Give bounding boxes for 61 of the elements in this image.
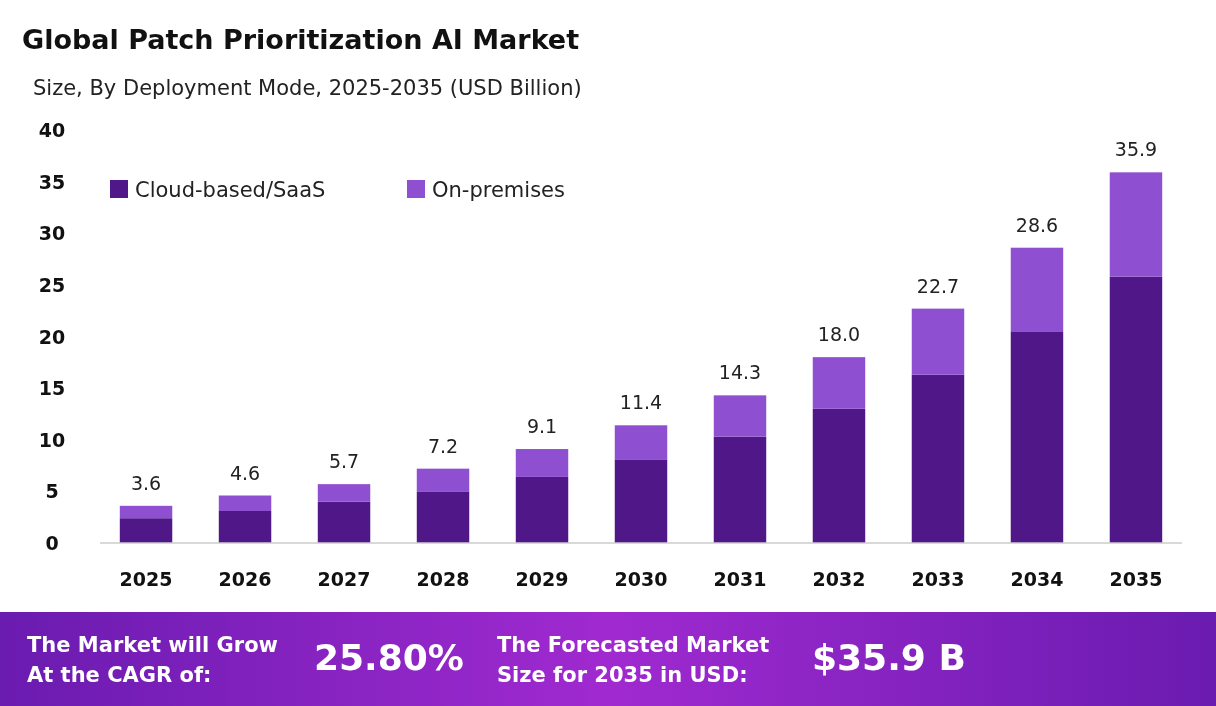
bar: [1109, 172, 1163, 277]
bar: [614, 425, 668, 460]
y-tick-label: 15: [38, 377, 66, 400]
x-tick-label: 2034: [1010, 568, 1064, 590]
text: The Forecasted Market Size for 2035 in USD:: [497, 633, 770, 687]
total-label: 18.0: [817, 323, 861, 346]
bar: [317, 484, 371, 502]
x-tick-label: 2026: [218, 568, 272, 590]
bar: [1010, 331, 1064, 543]
text: $35.9 B: [812, 637, 966, 678]
total-label: 28.6: [1015, 213, 1059, 236]
bar: [218, 495, 272, 511]
text: The Market will Grow At the CAGR of:: [27, 633, 278, 687]
x-tick-label: 2028: [416, 568, 470, 590]
bar: [614, 459, 668, 543]
bar: [812, 408, 866, 543]
bar: [713, 395, 767, 437]
bar: [515, 449, 569, 477]
bar: [218, 510, 272, 543]
total-label: 3.6: [130, 471, 162, 494]
y-tick-label: 35: [38, 170, 66, 193]
x-tick-label: 2031: [713, 568, 767, 590]
bar: [515, 476, 569, 543]
x-tick-label: 2033: [911, 568, 965, 590]
legend-label: Cloud-based/SaaS: [135, 178, 326, 202]
x-tick-label: 2030: [614, 568, 668, 590]
bar: [416, 468, 470, 492]
bar: [119, 505, 173, 519]
bar: [119, 518, 173, 543]
text: 25.80%: [314, 637, 464, 678]
bar: [911, 308, 965, 375]
bar: [1109, 276, 1163, 543]
total-label: 35.9: [1114, 138, 1158, 161]
total-label: 11.4: [619, 391, 663, 414]
chart-title: Global Patch Prioritization AI Market: [22, 24, 580, 55]
bar: [1010, 247, 1064, 332]
x-tick-label: 2027: [317, 568, 371, 590]
bar: [416, 491, 470, 543]
legend-label: On-premises: [432, 178, 565, 202]
total-label: 7.2: [427, 434, 459, 457]
x-tick-label: 2035: [1109, 568, 1163, 590]
bar: [713, 436, 767, 543]
x-tick-label: 2032: [812, 568, 866, 590]
bar: [317, 501, 371, 543]
bar: [812, 357, 866, 409]
total-label: 9.1: [526, 415, 558, 438]
total-label: 14.3: [718, 361, 762, 384]
x-tick-label: 2029: [515, 568, 569, 590]
y-tick-label: 30: [38, 222, 66, 245]
chart-subtitle: Size, By Deployment Mode, 2025-2035 (USD Billion): [33, 76, 582, 100]
total-label: 4.6: [229, 461, 261, 484]
y-tick-label: 5: [45, 480, 59, 503]
y-tick-label: 10: [38, 428, 66, 451]
total-label: 22.7: [916, 274, 960, 297]
y-tick-label: 0: [45, 532, 59, 554]
bar: [911, 374, 965, 543]
y-tick-label: 40: [38, 119, 66, 141]
x-tick-label: 2025: [119, 568, 173, 590]
y-tick-label: 20: [38, 325, 66, 348]
total-label: 5.7: [328, 450, 360, 473]
y-tick-label: 25: [38, 273, 66, 296]
